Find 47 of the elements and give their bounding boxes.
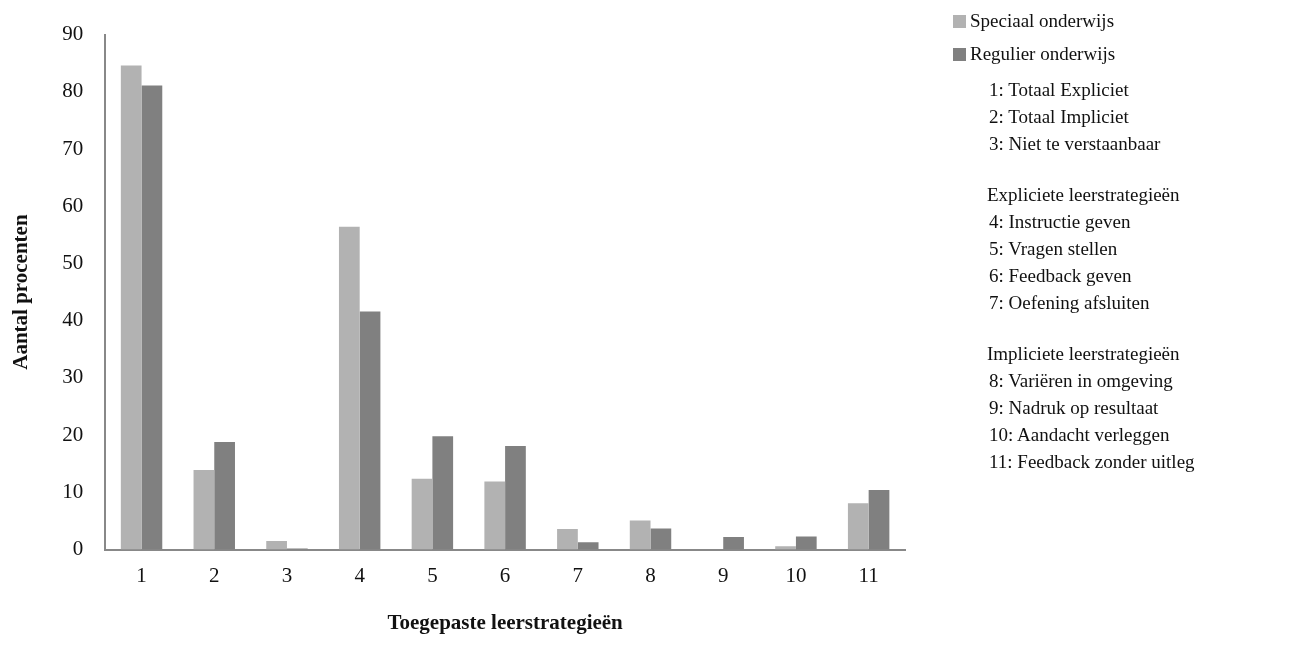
x-tick-label: 2 — [209, 562, 220, 587]
text: 9: Nadruk op resultaat — [988, 396, 1160, 420]
y-tick-label: 80 — [62, 78, 84, 103]
y-axis-title: Aantal procenten — [8, 214, 33, 370]
bar — [338, 226, 360, 550]
x-tick-label: 5 — [427, 562, 438, 587]
text: 10: Aandacht verleggen — [988, 423, 1171, 447]
text: 4: Instructie geven — [988, 210, 1132, 234]
text: 3: Niet te verstaanbaar — [988, 132, 1162, 156]
y-tick-label: 10 — [62, 478, 84, 503]
bar — [484, 481, 506, 550]
text: 8: Variëren in omgeving — [988, 369, 1174, 393]
x-axis-title: Toegepaste leerstrategieën — [387, 609, 624, 634]
text: 1: Totaal Expliciet — [988, 78, 1130, 102]
x-tick-label: 7 — [572, 562, 584, 587]
x-tick-label: 9 — [717, 562, 729, 587]
x-tick-label: 11 — [858, 562, 879, 587]
y-tick-label: 40 — [62, 307, 84, 332]
y-tick-label: 20 — [62, 421, 84, 446]
text: 2: Totaal Impliciet — [988, 105, 1130, 129]
bar — [557, 529, 578, 550]
text: 6: Feedback geven — [988, 264, 1133, 288]
bar — [193, 470, 215, 550]
y-tick-label: 70 — [62, 135, 84, 160]
bar — [120, 65, 142, 550]
legend-label: Speciaal onderwijs — [970, 10, 1115, 32]
bar — [629, 520, 651, 550]
text: Impliciete leerstrategieën — [986, 342, 1181, 366]
text: 11: Feedback zonder uitleg — [988, 450, 1195, 474]
x-tick-label: 6 — [499, 562, 511, 587]
y-tick-label: 0 — [72, 536, 84, 561]
bar — [847, 503, 869, 550]
x-tick-label: 1 — [136, 562, 147, 587]
bar — [266, 541, 287, 550]
y-tick-label: 30 — [62, 364, 84, 389]
x-tick-label: 10 — [785, 562, 807, 587]
text: Expliciete leerstrategieën — [986, 183, 1181, 207]
y-tick-label: 60 — [62, 192, 84, 217]
y-tick-label: 50 — [62, 250, 84, 274]
text: 7: Oefening afsluiten — [988, 291, 1151, 315]
bar — [411, 478, 433, 550]
legend-label: Regulier onderwijs — [970, 43, 1116, 65]
y-tick-label: 90 — [62, 21, 84, 46]
x-tick-label: 3 — [281, 562, 293, 587]
x-tick-label: 4 — [354, 562, 366, 587]
text: 5: Vragen stellen — [988, 237, 1119, 261]
x-tick-label: 8 — [645, 562, 656, 587]
